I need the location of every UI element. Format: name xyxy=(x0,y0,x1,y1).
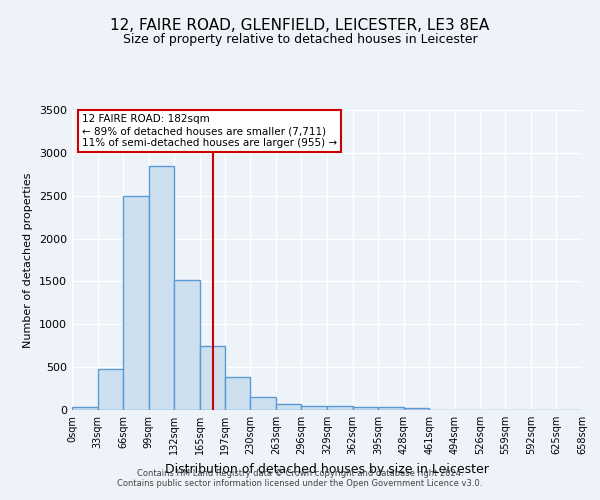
Bar xyxy=(301,406,327,410)
Bar xyxy=(250,397,276,410)
Bar xyxy=(72,408,98,410)
Bar xyxy=(123,196,149,410)
Y-axis label: Number of detached properties: Number of detached properties xyxy=(23,172,34,348)
Text: Size of property relative to detached houses in Leicester: Size of property relative to detached ho… xyxy=(122,32,478,46)
Text: 12 FAIRE ROAD: 182sqm
← 89% of detached houses are smaller (7,711)
11% of semi-d: 12 FAIRE ROAD: 182sqm ← 89% of detached … xyxy=(82,114,337,148)
Text: 12, FAIRE ROAD, GLENFIELD, LEICESTER, LE3 8EA: 12, FAIRE ROAD, GLENFIELD, LEICESTER, LE… xyxy=(110,18,490,32)
Text: Contains public sector information licensed under the Open Government Licence v3: Contains public sector information licen… xyxy=(118,479,482,488)
Bar xyxy=(378,408,404,410)
Bar xyxy=(98,369,123,410)
Text: Contains HM Land Registry data © Crown copyright and database right 2024.: Contains HM Land Registry data © Crown c… xyxy=(137,469,463,478)
Bar xyxy=(404,408,430,410)
Bar xyxy=(149,166,175,410)
Bar xyxy=(327,406,353,410)
X-axis label: Distribution of detached houses by size in Leicester: Distribution of detached houses by size … xyxy=(165,462,489,475)
Bar xyxy=(200,346,224,410)
Bar xyxy=(224,376,250,410)
Bar xyxy=(276,404,301,410)
Bar xyxy=(175,280,200,410)
Bar xyxy=(353,406,378,410)
